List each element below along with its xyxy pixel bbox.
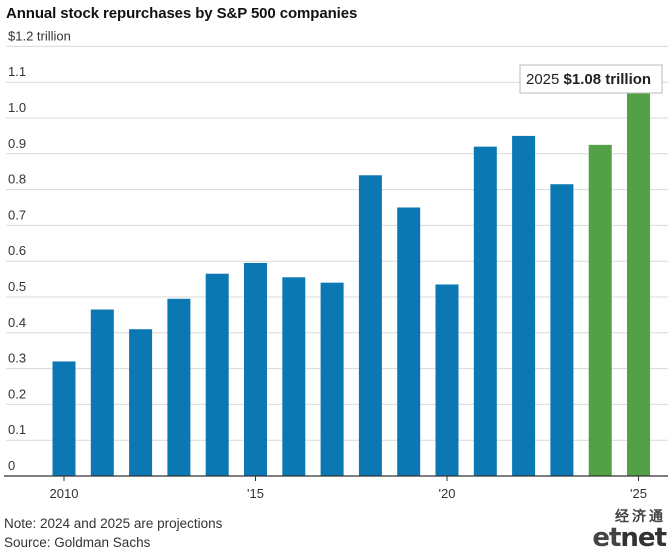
chart-title: Annual stock repurchases by S&P 500 comp… xyxy=(6,5,358,22)
y-tick-label: 0.8 xyxy=(8,172,26,187)
projection-bar xyxy=(588,144,612,476)
bar xyxy=(473,146,497,476)
y-tick-label: 0.6 xyxy=(8,243,26,258)
bar xyxy=(320,282,344,476)
bar xyxy=(129,329,153,476)
x-tick-label: '20 xyxy=(439,486,456,501)
y-tick-label: 0.3 xyxy=(8,351,26,366)
bar xyxy=(512,135,536,476)
y-axis-tick-labels: 0 0.1 0.2 0.3 0.4 0.5 0.6 0.7 0.8 0.9 1.0 1.1 $1.2 t… xyxy=(8,28,71,473)
projection-bar xyxy=(627,89,650,477)
bar xyxy=(358,175,382,476)
etnet-logo: 经济通 etnet xyxy=(566,509,667,553)
bar-chart: 0 0.1 0.2 0.3 0.4 0.5 0.6 0.7 0.8 0.9 1.0 1.1 $1.2 t… xyxy=(4,28,668,501)
x-tick-label: '25 xyxy=(630,486,647,501)
y-tick-label: 0.9 xyxy=(8,136,26,151)
source-note: Source: Goldman Sachs xyxy=(4,535,151,550)
logo-net: net xyxy=(620,523,667,553)
bar xyxy=(205,273,229,476)
y-tick-label: 0.5 xyxy=(8,279,26,294)
projection-note: Note: 2024 and 2025 are projections xyxy=(4,516,223,531)
x-tick-label: '15 xyxy=(247,486,264,501)
y-tick-label: 0.7 xyxy=(8,207,26,222)
y-tick-label: 0.1 xyxy=(8,422,26,437)
callout-year: 2025 xyxy=(526,71,564,88)
bar xyxy=(90,309,114,476)
y-tick-label: 0.4 xyxy=(8,315,26,330)
y-tick-label: 1.0 xyxy=(8,100,26,115)
chart-notes: Note: 2024 and 2025 are projections Sour… xyxy=(4,514,222,552)
x-axis-tick-labels: 2010 '15 '20 '25 xyxy=(50,486,647,501)
value-callout: 2025 $1.08 trillion xyxy=(519,64,663,94)
x-axis xyxy=(4,475,668,481)
y-tick-label: 0 xyxy=(8,458,15,473)
callout-text: 2025 $1.08 trillion xyxy=(526,71,651,88)
bars xyxy=(52,89,650,477)
bar xyxy=(52,361,76,476)
callout-value: $1.08 trillion xyxy=(564,71,652,88)
y-tick-label: 0.2 xyxy=(8,386,26,401)
bar xyxy=(244,262,267,476)
callout-box xyxy=(519,64,663,94)
bar xyxy=(550,184,574,477)
y-tick-label: 1.1 xyxy=(8,64,26,79)
logo-et: et xyxy=(592,523,621,553)
bar xyxy=(167,298,191,476)
y-tick-label: $1.2 trillion xyxy=(8,28,71,43)
x-tick-label: 2010 xyxy=(50,486,79,501)
bar xyxy=(397,207,421,476)
logo-chinese-text: 经济通 xyxy=(615,509,666,525)
bar xyxy=(282,277,306,476)
logo-english-text: etnet xyxy=(566,523,667,553)
bar xyxy=(435,284,459,476)
